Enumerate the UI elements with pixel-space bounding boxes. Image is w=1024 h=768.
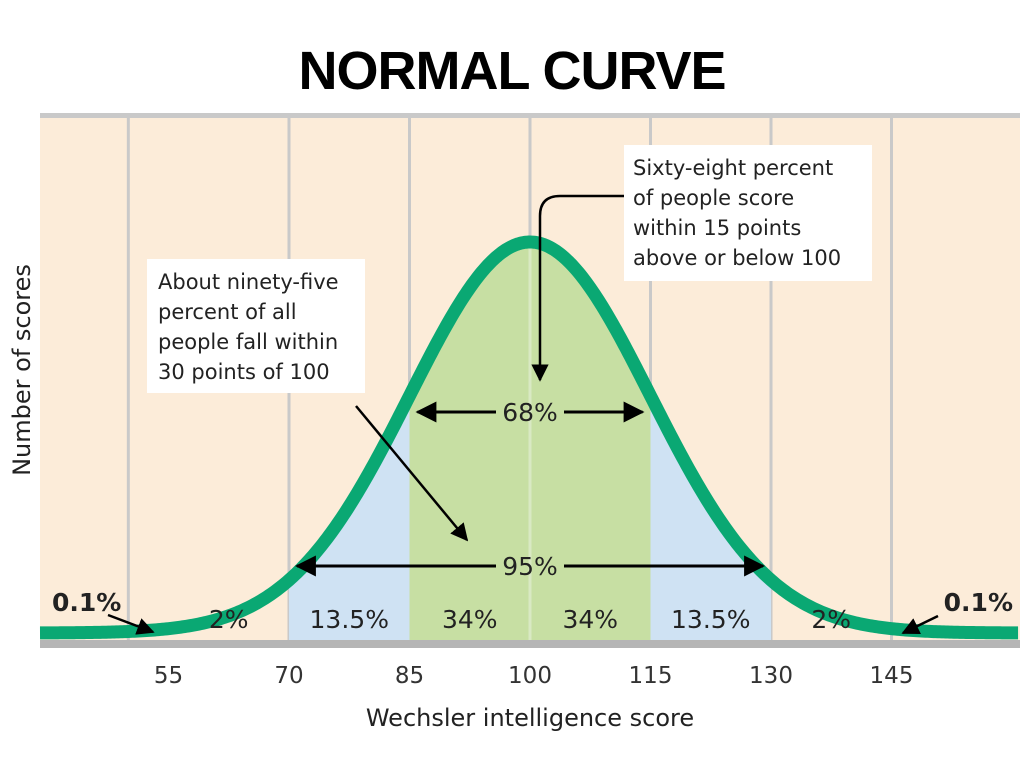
region-label: 34%	[442, 605, 498, 634]
callout-line: About ninety-five	[158, 270, 339, 294]
bell-curve	[35, 235, 1023, 640]
callout-line: people fall within	[158, 330, 339, 354]
callout-leader-68	[531, 194, 624, 382]
x-tick-label: 100	[508, 663, 552, 689]
x-tick-label: 115	[629, 663, 673, 689]
callout-line: within 15 points	[633, 216, 802, 240]
x-axis-line	[40, 640, 1020, 648]
callout-sixty-eight: Sixty-eight percent of people score with…	[624, 145, 872, 281]
tail-label-right: 0.1%	[944, 588, 1013, 617]
region-label: 13.5%	[310, 605, 389, 634]
y-axis-label: Number of scores	[8, 264, 36, 476]
x-axis-label: Wechsler intelligence score	[366, 704, 694, 732]
callout-line: percent of all	[158, 300, 297, 324]
range-label: 68%	[502, 398, 558, 427]
region-label: 13.5%	[671, 605, 750, 634]
callout-line: Sixty-eight percent	[633, 156, 834, 180]
callout-line: of people score	[633, 186, 795, 210]
plot-top-border	[40, 113, 1020, 118]
range-label: 95%	[502, 552, 558, 581]
callout-ninety-five: About ninety-five percent of all people …	[147, 259, 365, 393]
x-tick-label: 85	[395, 663, 424, 689]
region-label: 2%	[811, 605, 851, 634]
tail-arrow-right	[901, 614, 939, 635]
tail-arrow-left	[107, 613, 155, 635]
x-tick-label: 70	[274, 663, 303, 689]
callout-line: 30 points of 100	[158, 360, 330, 384]
callout-line: above or below 100	[633, 246, 842, 270]
page-title: NORMAL CURVE	[298, 41, 726, 101]
tail-label-left: 0.1%	[52, 588, 121, 617]
x-tick-label: 55	[154, 663, 183, 689]
region-label: 2%	[209, 605, 249, 634]
callout-leader-95	[355, 405, 469, 542]
x-tick-label: 145	[870, 663, 914, 689]
region-label: 34%	[562, 605, 618, 634]
x-tick-label: 130	[749, 663, 793, 689]
